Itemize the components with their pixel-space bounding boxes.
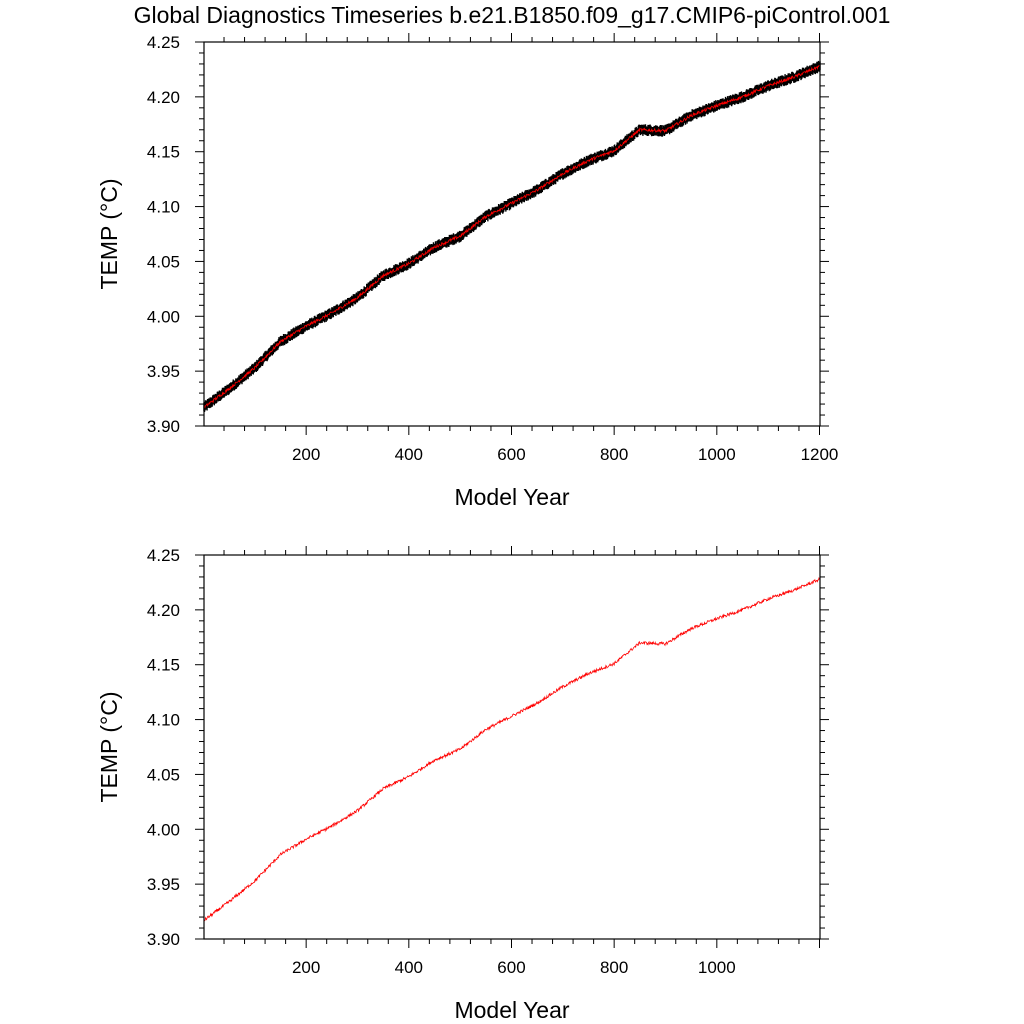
y-axis-title: TEMP (°C) — [96, 179, 122, 290]
series-annual-line — [203, 576, 821, 922]
x-tick-label: 600 — [497, 445, 525, 464]
y-tick-label: 4.25 — [147, 546, 180, 565]
x-tick-label: 400 — [395, 958, 423, 977]
x-tick-label: 800 — [600, 445, 628, 464]
y-tick-label: 4.20 — [147, 601, 180, 620]
y-tick-label: 3.95 — [147, 362, 180, 381]
y-tick-label: 4.10 — [147, 711, 180, 730]
x-axis-title: Model Year — [454, 997, 569, 1023]
y-tick-label: 4.15 — [147, 143, 180, 162]
x-tick-label: 800 — [600, 958, 628, 977]
plot-frame — [203, 554, 821, 940]
y-tick-label: 3.95 — [147, 875, 180, 894]
x-tick-label: 1000 — [698, 958, 736, 977]
y-tick-label: 4.05 — [147, 252, 180, 271]
plot-frame — [203, 41, 821, 427]
x-tick-label: 1200 — [801, 445, 839, 464]
y-tick-label: 4.05 — [147, 765, 180, 784]
x-tick-label: 200 — [292, 445, 320, 464]
y-tick-label: 4.15 — [147, 656, 180, 675]
x-tick-label: 1000 — [698, 445, 736, 464]
y-tick-label: 4.00 — [147, 307, 180, 326]
x-tick-label: 200 — [292, 958, 320, 977]
chart-panel-top: 200 400 600 800 1000 1200 3.90 3.95 4.00 4.05 4.10… — [96, 33, 838, 510]
y-tick-label: 4.25 — [147, 33, 180, 52]
y-tick-label: 3.90 — [147, 417, 180, 436]
y-tick-label: 4.00 — [147, 820, 180, 839]
series-annual-line — [203, 64, 821, 409]
page-title: Global Diagnostics Timeseries b.e21.B185… — [133, 2, 891, 28]
x-tick-label: 600 — [497, 958, 525, 977]
y-tick-label: 3.90 — [147, 930, 180, 949]
x-axis-title: Model Year — [454, 484, 569, 510]
y-tick-label: 4.10 — [147, 198, 180, 217]
x-tick-label: 400 — [395, 445, 423, 464]
y-tick-label: 4.20 — [147, 88, 180, 107]
chart-panel-bottom: 200 400 600 800 1000 3.90 3.95 4.00 4.05 4.10 4.15… — [96, 546, 829, 1023]
series-monthly-band — [203, 60, 821, 412]
y-axis-title: TEMP (°C) — [96, 692, 122, 803]
